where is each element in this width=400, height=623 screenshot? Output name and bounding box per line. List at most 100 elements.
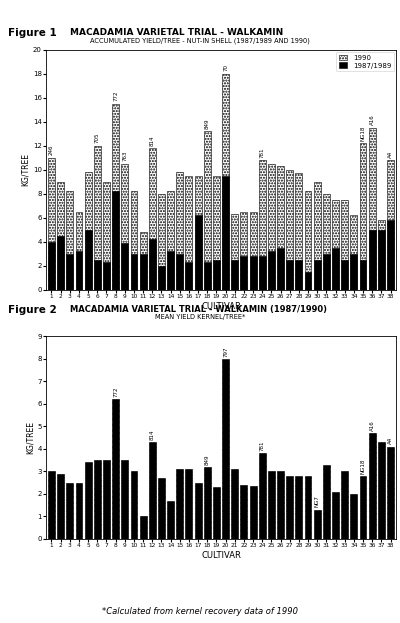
Bar [231, 214, 238, 290]
Text: 781: 781 [260, 440, 265, 451]
Bar [204, 131, 211, 290]
Bar [268, 164, 275, 290]
Bar [250, 486, 256, 539]
Bar [66, 254, 73, 290]
Bar [323, 254, 330, 290]
Bar [369, 128, 376, 290]
Y-axis label: KG/TREE: KG/TREE [26, 421, 34, 454]
Bar [240, 485, 247, 539]
Bar [76, 212, 82, 290]
Bar [140, 232, 146, 290]
Bar [259, 454, 266, 539]
Text: 772: 772 [113, 91, 118, 102]
Text: 781: 781 [260, 147, 265, 158]
Text: MEAN YIELD KERNEL/TREE*: MEAN YIELD KERNEL/TREE* [155, 314, 245, 320]
Bar [204, 467, 211, 539]
Bar [222, 176, 229, 290]
Bar [76, 483, 82, 539]
Text: 763: 763 [122, 151, 127, 161]
Bar [112, 399, 119, 539]
Bar [305, 272, 312, 290]
Bar [332, 248, 339, 290]
Bar [259, 256, 266, 290]
Bar [140, 516, 146, 539]
Bar [369, 433, 376, 539]
Bar [103, 460, 110, 539]
Bar [296, 260, 302, 290]
Text: Figure 1: Figure 1 [8, 28, 57, 38]
Bar [387, 160, 394, 290]
Bar [48, 242, 55, 290]
Bar [240, 256, 247, 290]
Bar [250, 212, 256, 290]
Bar [94, 460, 101, 539]
Text: 772: 772 [113, 387, 118, 397]
Bar [341, 200, 348, 290]
Bar [240, 212, 247, 290]
Bar [222, 359, 229, 539]
X-axis label: CULTIVAR: CULTIVAR [201, 302, 241, 311]
Bar [112, 104, 119, 290]
Bar [130, 191, 137, 290]
Text: MACADAMIA VARIETAL TRIAL - WALKAMIN (1987/1990): MACADAMIA VARIETAL TRIAL - WALKAMIN (198… [70, 305, 327, 314]
Text: MACADAMIA VARIETAL TRIAL - WALKAMIN: MACADAMIA VARIETAL TRIAL - WALKAMIN [70, 28, 283, 37]
Bar [195, 216, 202, 290]
Bar [314, 182, 321, 290]
Bar [158, 194, 165, 290]
Bar [121, 164, 128, 290]
Bar [360, 260, 366, 290]
Text: NG18: NG18 [360, 459, 366, 473]
Bar [167, 501, 174, 539]
Bar [305, 476, 312, 539]
Bar [277, 472, 284, 539]
Bar [350, 494, 357, 539]
Bar [66, 191, 73, 290]
Bar [167, 251, 174, 290]
Bar [222, 74, 229, 290]
Bar [112, 191, 119, 290]
Bar [186, 469, 192, 539]
Bar [48, 158, 55, 290]
Bar [85, 172, 92, 290]
Bar [66, 483, 73, 539]
Bar [350, 254, 357, 290]
Text: 705: 705 [95, 133, 100, 143]
Bar [195, 483, 202, 539]
Bar [121, 243, 128, 290]
Bar [149, 239, 156, 290]
Bar [195, 176, 202, 290]
Bar [341, 472, 348, 539]
Bar [286, 169, 293, 290]
Bar [140, 254, 146, 290]
Text: 246: 246 [49, 145, 54, 155]
Bar [57, 235, 64, 290]
Bar [231, 260, 238, 290]
Bar [167, 191, 174, 290]
Text: 70: 70 [223, 64, 228, 72]
Y-axis label: KG/TREE: KG/TREE [21, 153, 30, 186]
Text: A4: A4 [388, 437, 393, 444]
Bar [85, 230, 92, 290]
Bar [387, 447, 394, 539]
Bar [149, 148, 156, 290]
Bar [149, 442, 156, 539]
Bar [360, 476, 366, 539]
Bar [231, 469, 238, 539]
Bar [332, 200, 339, 290]
Bar [57, 182, 64, 290]
Bar [314, 510, 321, 539]
Bar [176, 469, 183, 539]
Bar [387, 220, 394, 290]
Legend: 1990, 1987/1989: 1990, 1987/1989 [336, 52, 394, 72]
Bar [378, 442, 385, 539]
Bar [369, 230, 376, 290]
Bar [250, 256, 256, 290]
Text: Figure 2: Figure 2 [8, 305, 57, 315]
Bar [341, 260, 348, 290]
Bar [130, 254, 137, 290]
Bar [48, 472, 55, 539]
Bar [103, 182, 110, 290]
Bar [85, 462, 92, 539]
Bar [314, 260, 321, 290]
Text: 849: 849 [205, 454, 210, 465]
